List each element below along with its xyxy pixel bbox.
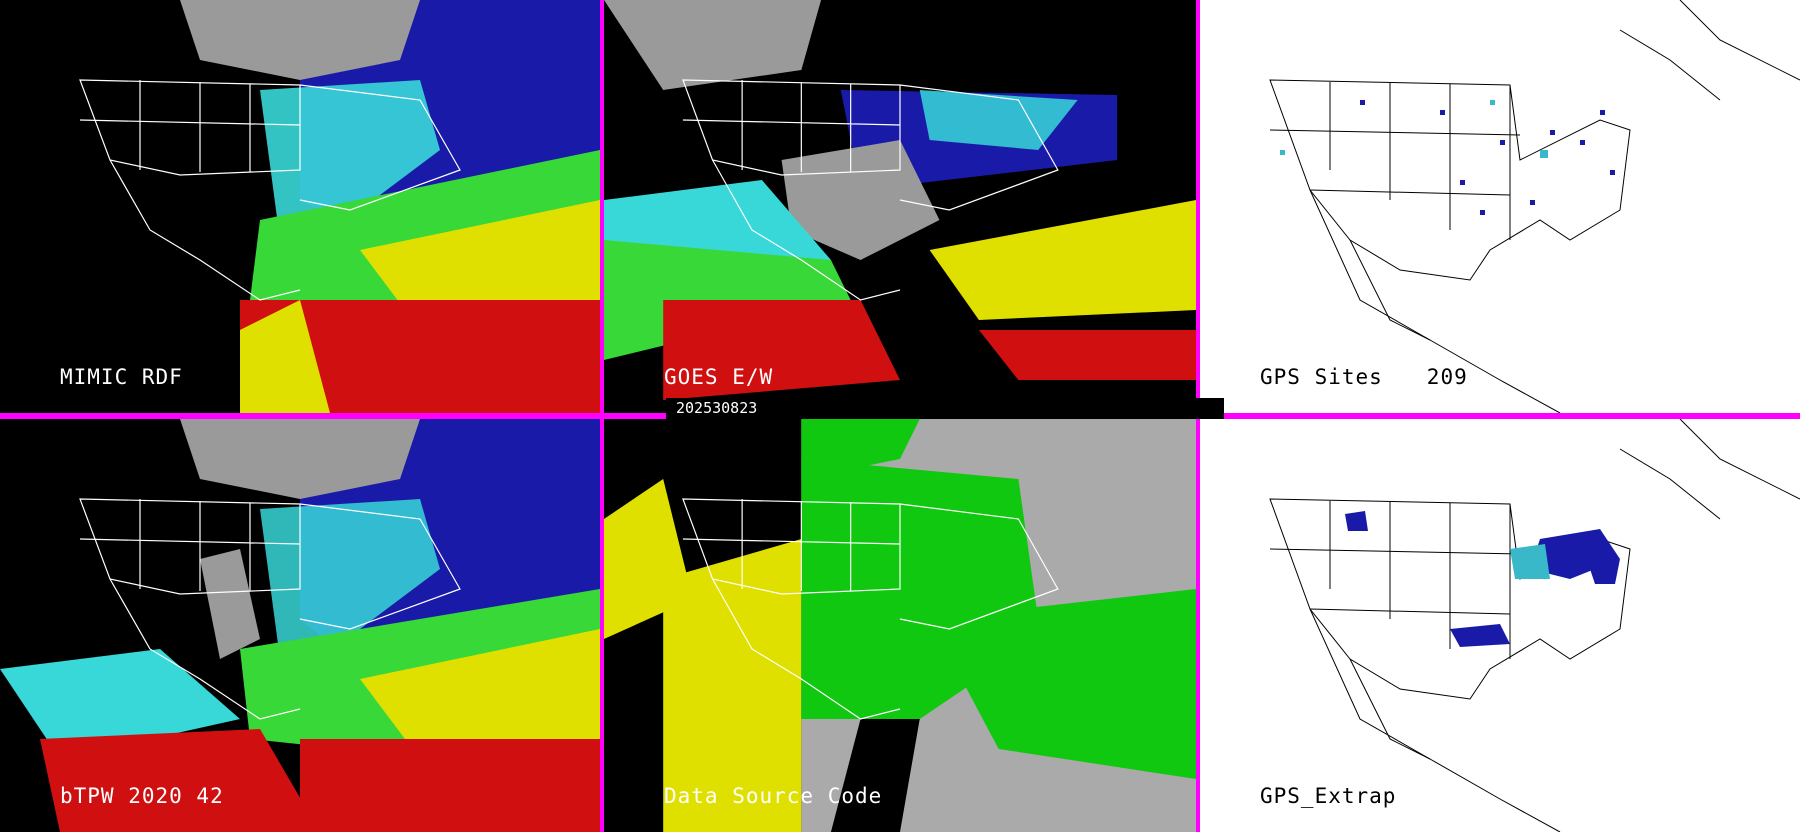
panel-data-source-code: Data Source Code — [600, 419, 1200, 832]
panel-title: Data Source Code — [664, 784, 883, 808]
panel-label: bTPW 2020 42 — [60, 784, 224, 808]
panel-label: GPS_Extrap — [1260, 784, 1396, 808]
panel-gps-sites: GPS Sites 209 — [1200, 0, 1800, 413]
tpw-map-goes — [604, 0, 1196, 413]
panel-mimic-rdf: MIMIC RDF — [0, 0, 600, 413]
panel-title: GPS_Extrap — [1260, 784, 1397, 808]
panel-label: MIMIC RDF — [60, 365, 183, 389]
panel-label: GOES E/W — [664, 365, 773, 389]
site-count: 209 — [1426, 365, 1468, 389]
panel-title: GOES E/W — [664, 365, 774, 389]
tpw-map-btpw — [0, 419, 600, 832]
tpw-map-mimic — [0, 0, 600, 413]
panel-goes-ew: GOES E/W — [600, 0, 1200, 413]
source-code-map — [604, 419, 1196, 832]
panel-label: GPS Sites 209 — [1260, 365, 1468, 389]
panel-gps-extrap: GPS_Extrap — [1200, 419, 1800, 832]
date-bar: 202530823 — [666, 398, 1224, 419]
gps-extrap-map — [1200, 419, 1800, 832]
panel-title: bTPW 2020 42 — [60, 784, 224, 808]
panel-title: GPS Sites — [1260, 365, 1383, 389]
gps-sites-map — [1200, 0, 1800, 413]
panel-btpw: bTPW 2020 42 — [0, 419, 600, 832]
panel-label: Data Source Code — [664, 784, 882, 808]
panel-title: MIMIC RDF — [60, 365, 183, 389]
